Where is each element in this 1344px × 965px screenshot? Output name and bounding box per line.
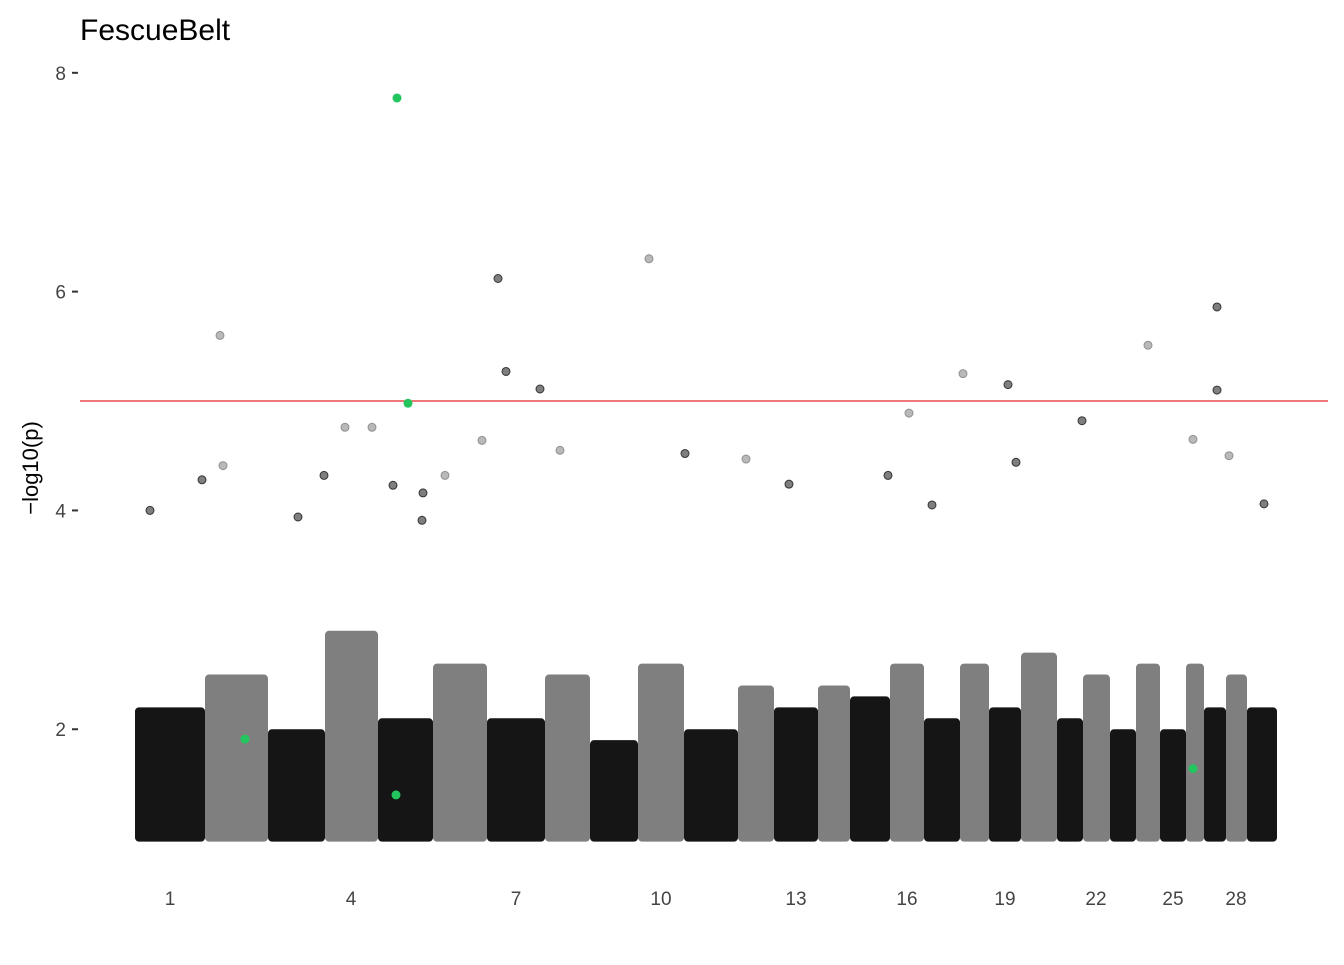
chromosome-bulk: [268, 729, 325, 842]
chart-title: FescueBelt: [80, 14, 231, 47]
snp-point: [218, 461, 228, 471]
x-tick-label: 13: [785, 889, 806, 910]
chromosome-bulk: [850, 696, 890, 842]
highlight-point: [1188, 764, 1198, 774]
chromosome-bulk: [684, 729, 738, 842]
snp-point: [145, 505, 155, 515]
x-tick-label: 19: [994, 889, 1015, 910]
chromosome-bulk: [1204, 707, 1226, 842]
y-axis-label: −log10(p): [18, 421, 43, 515]
x-tick-label: 16: [896, 889, 917, 910]
snp-point: [440, 470, 450, 480]
chromosome-bulk: [487, 718, 545, 842]
chromosome-bulk: [135, 707, 205, 842]
chromosome-bulk: [590, 740, 638, 842]
chromosome-bulk: [1186, 663, 1204, 842]
snp-point: [1011, 457, 1021, 467]
highlight-point: [403, 398, 413, 408]
snp-point: [784, 479, 794, 489]
chromosome-bulk: [1160, 729, 1186, 842]
chromosome-bulk: [325, 630, 378, 842]
chromosome-bulk: [890, 663, 924, 842]
chromosome-bulk: [924, 718, 960, 842]
snp-point: [215, 330, 225, 340]
y-tick-label: 4: [55, 501, 66, 522]
chromosome-bulk: [433, 663, 487, 842]
snp-point: [1143, 340, 1153, 350]
snp-point: [927, 500, 937, 510]
snp-point: [293, 512, 303, 522]
y-tick-label: 8: [55, 64, 66, 85]
snp-point: [1003, 380, 1013, 390]
snp-point: [904, 408, 914, 418]
x-tick-label: 22: [1085, 889, 1106, 910]
chromosome-bulk: [1057, 718, 1083, 842]
snp-point: [418, 488, 428, 498]
snp-point: [319, 470, 329, 480]
chromosome-bulk: [1110, 729, 1136, 842]
chromosome-bulk: [1136, 663, 1160, 842]
chromosome-bulk: [774, 707, 818, 842]
highlight-point: [392, 93, 402, 103]
chromosome-bulk: [545, 674, 590, 842]
chromosome-bulk: [989, 707, 1021, 842]
snp-point: [388, 480, 398, 490]
snp-point: [501, 366, 511, 376]
snp-point: [1259, 499, 1269, 509]
x-tick-label: 1: [165, 889, 176, 910]
x-tick-label: 7: [511, 889, 522, 910]
snp-point: [741, 454, 751, 464]
snp-point: [340, 422, 350, 432]
chromosome-bulk: [1083, 674, 1110, 842]
x-tick-label: 28: [1225, 889, 1246, 910]
chromosome-bulk: [818, 685, 850, 842]
snp-point: [958, 369, 968, 379]
snp-point: [680, 449, 690, 459]
snp-point: [1224, 451, 1234, 461]
y-tick-label: 2: [55, 720, 66, 741]
snp-point: [1212, 385, 1222, 395]
highlight-point: [240, 734, 250, 744]
snp-point: [1212, 302, 1222, 312]
snp-point: [493, 274, 503, 284]
chromosome-bulk: [960, 663, 989, 842]
chromosome-bulk: [638, 663, 684, 842]
snp-point: [1188, 434, 1198, 444]
y-tick-label: 6: [55, 283, 66, 304]
snp-point: [555, 445, 565, 455]
chromosome-bulk: [1247, 707, 1277, 842]
chromosome-bulk: [205, 674, 268, 842]
chromosome-bulk: [378, 718, 433, 842]
snp-point: [477, 435, 487, 445]
x-tick-label: 25: [1162, 889, 1183, 910]
chromosome-bulk: [1021, 652, 1057, 842]
snp-point: [417, 515, 427, 525]
snp-point: [197, 475, 207, 485]
x-tick-label: 4: [346, 889, 357, 910]
snp-point: [644, 254, 654, 264]
snp-point: [883, 470, 893, 480]
highlight-point: [391, 790, 401, 800]
snp-point: [535, 384, 545, 394]
chromosome-bulk: [1226, 674, 1247, 842]
x-tick-label: 10: [650, 889, 671, 910]
snp-point: [1077, 416, 1087, 426]
chromosome-bulk: [738, 685, 774, 842]
snp-point: [367, 422, 377, 432]
